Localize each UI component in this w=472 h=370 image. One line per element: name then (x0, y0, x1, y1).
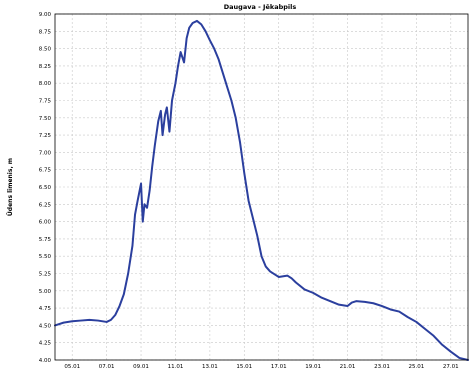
x-tick-label: 17.01 (271, 364, 287, 370)
chart-title: Daugava - Jēkabpils (224, 3, 297, 11)
y-tick-label: 8.75 (39, 29, 52, 35)
y-tick-label: 5.50 (39, 254, 52, 260)
x-tick-label: 11.01 (168, 364, 184, 370)
y-tick-label: 6.00 (39, 220, 52, 226)
y-axis-ticks: 9.00 8.75 8.50 8.25 8.00 7.75 7.50 7.25 7.00 6.75… (39, 12, 52, 364)
x-tick-label: 23.01 (374, 364, 390, 370)
x-tick-label: 19.01 (305, 364, 321, 370)
y-tick-label: 7.50 (39, 116, 52, 122)
y-tick-label: 4.50 (39, 323, 52, 329)
y-tick-label: 8.00 (39, 81, 52, 87)
series-layer (54, 19, 469, 361)
y-tick-label: 4.75 (39, 306, 52, 312)
x-tick-label: 15.01 (236, 364, 252, 370)
x-tick-label: 21.01 (340, 364, 356, 370)
x-tick-label: 05.01 (64, 364, 80, 370)
x-tick-label: 13.01 (202, 364, 218, 370)
plot-frame (54, 13, 469, 361)
y-tick-label: 8.25 (39, 64, 52, 70)
y-tick-label: 4.00 (39, 358, 52, 364)
y-tick-label: 7.00 (39, 150, 52, 156)
y-tick-label: 9.00 (39, 12, 52, 18)
y-tick-label: 6.25 (39, 202, 52, 208)
y-tick-label: 5.00 (39, 289, 52, 295)
y-tick-label: 7.25 (39, 133, 52, 139)
series-line (54, 19, 469, 361)
y-tick-label: 6.50 (39, 185, 52, 191)
grid-lines (55, 13, 468, 361)
y-tick-label: 5.25 (39, 272, 52, 278)
y-axis-title: Ūdens līmenis, m (7, 158, 14, 216)
x-tick-label: 09.01 (133, 364, 149, 370)
x-axis-ticks: 05.01 07.01 09.01 11.01 13.01 15.01 17.01 19.01… (64, 364, 458, 370)
y-tick-label: 8.50 (39, 47, 52, 53)
x-tick-label: 25.01 (409, 364, 425, 370)
x-tick-label: 27.01 (443, 364, 459, 370)
x-tick-label: 07.01 (99, 364, 115, 370)
y-tick-label: 6.75 (39, 168, 52, 174)
y-tick-label: 7.75 (39, 99, 52, 105)
y-tick-label: 4.25 (39, 341, 52, 347)
y-tick-label: 5.75 (39, 237, 52, 243)
